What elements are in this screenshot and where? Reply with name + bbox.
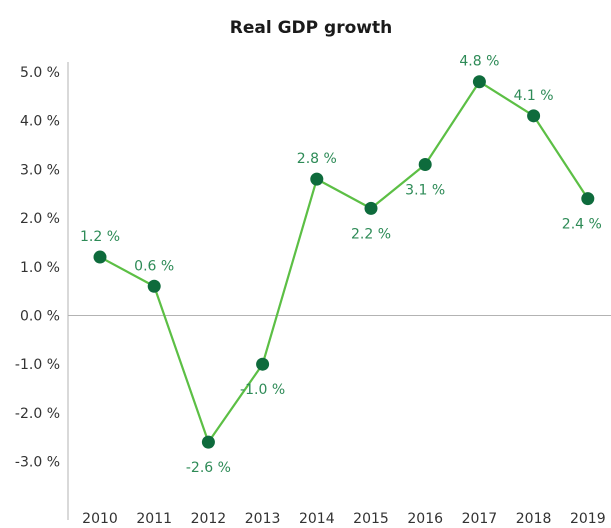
data-point — [310, 172, 324, 186]
x-tick-label: 2018 — [516, 511, 552, 527]
y-axis-ticks: 5.0 % 4.0 % 3.0 % 2.0 % 1.0 % 0.0 % -1.0 % -2.0… — [15, 65, 60, 471]
data-labels: 1.2 % 0.6 % -2.6 % -1.0 % 2.8 % 2.2 % 3.1 % 4.8… — [80, 54, 602, 476]
x-tick-label: 2017 — [462, 511, 498, 527]
data-point — [472, 75, 486, 89]
y-tick-label: 2.0 % — [20, 211, 60, 227]
y-tick-label: 5.0 % — [20, 65, 60, 81]
data-label: -2.6 % — [186, 460, 231, 476]
y-tick-label: 0.0 % — [20, 309, 60, 325]
y-tick-label: 1.0 % — [20, 260, 60, 276]
data-label: 4.1 % — [514, 88, 554, 104]
x-tick-label: 2010 — [82, 511, 118, 527]
x-tick-label: 2014 — [299, 511, 335, 527]
x-tick-label: 2013 — [245, 511, 281, 527]
data-point — [256, 357, 270, 371]
data-label: 4.8 % — [459, 54, 499, 70]
x-tick-label: 2011 — [136, 511, 172, 527]
data-point — [201, 435, 215, 449]
x-tick-label: 2016 — [407, 511, 443, 527]
data-label: 2.4 % — [562, 217, 602, 233]
data-point — [581, 192, 595, 206]
y-tick-label: -3.0 % — [15, 455, 60, 471]
data-label: 3.1 % — [405, 183, 445, 199]
y-tick-label: 4.0 % — [20, 114, 60, 130]
data-point — [364, 201, 378, 215]
data-point — [527, 109, 541, 123]
data-label: -1.0 % — [240, 382, 285, 398]
data-label: 0.6 % — [134, 258, 174, 274]
x-tick-label: 2015 — [353, 511, 389, 527]
y-tick-label: -2.0 % — [15, 406, 60, 422]
series-line — [99, 80, 589, 444]
data-label: 2.8 % — [297, 151, 337, 167]
data-point — [418, 158, 432, 172]
x-tick-label: 2019 — [570, 511, 606, 527]
data-point — [93, 250, 107, 264]
data-markers — [93, 75, 595, 449]
data-point — [147, 279, 161, 293]
y-tick-label: 3.0 % — [20, 162, 60, 178]
x-tick-label: 2012 — [191, 511, 227, 527]
data-label: 2.2 % — [351, 226, 391, 242]
chart-title: Real GDP growth — [230, 18, 392, 38]
x-axis-ticks: 2010 2011 2012 2013 2014 2015 2016 2017 2018 2019 — [82, 511, 605, 527]
y-tick-label: -1.0 % — [15, 357, 60, 373]
data-label: 1.2 % — [80, 229, 120, 245]
